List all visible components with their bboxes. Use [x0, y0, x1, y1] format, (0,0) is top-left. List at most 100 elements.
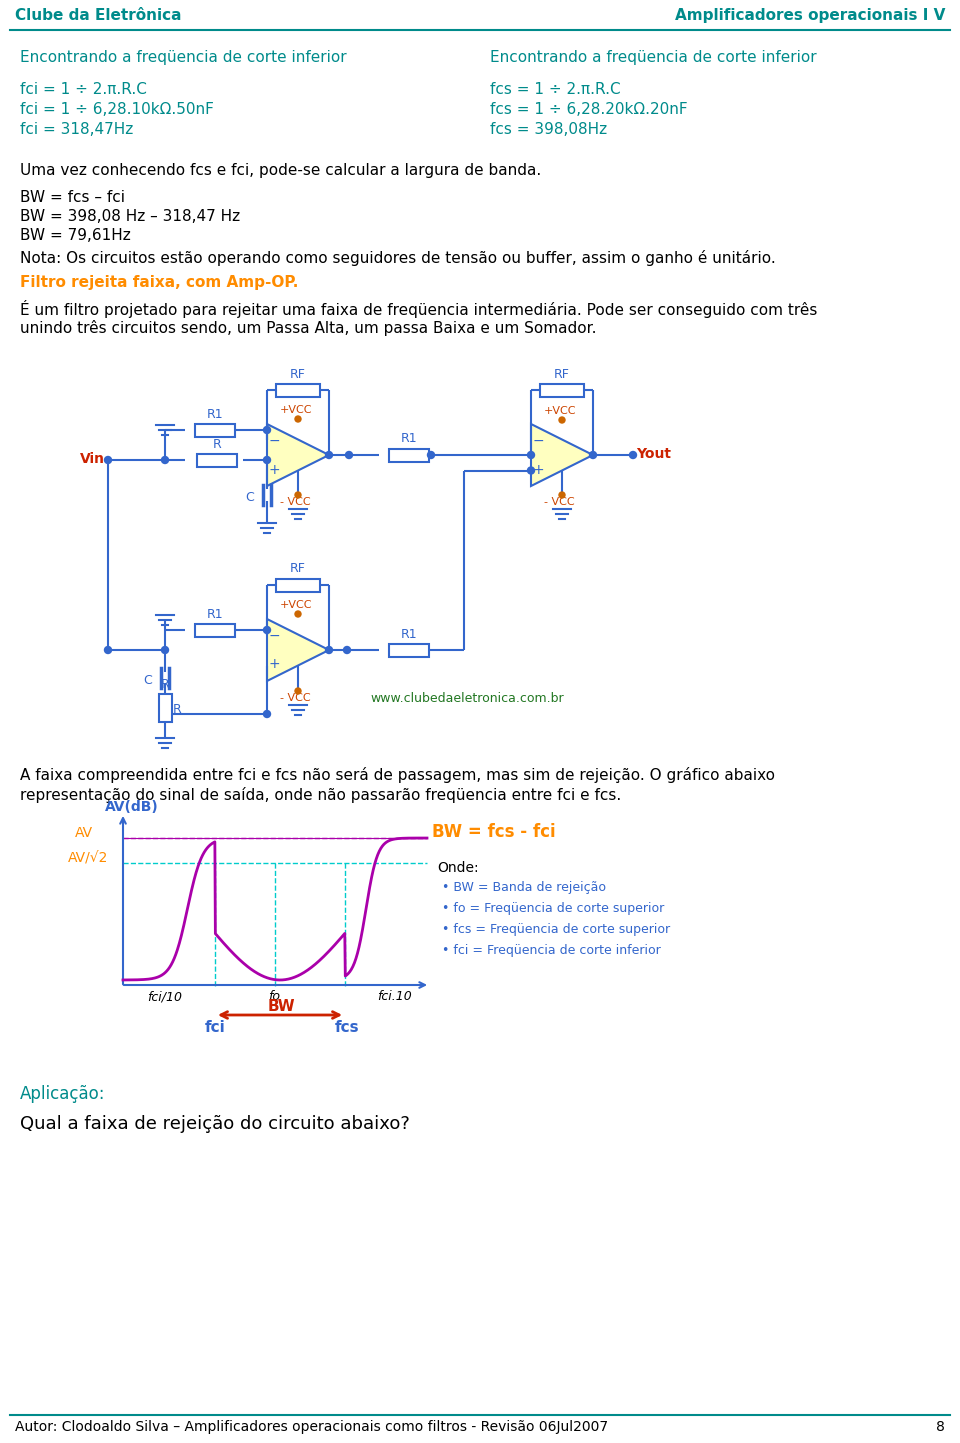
Circle shape	[559, 492, 565, 498]
Text: • fo = Freqüencia de corte superior: • fo = Freqüencia de corte superior	[442, 902, 664, 915]
Text: −: −	[268, 433, 279, 447]
Text: fci/10: fci/10	[147, 990, 182, 1003]
Text: Uma vez conhecendo fcs e fci, pode-se calcular a largura de banda.: Uma vez conhecendo fcs e fci, pode-se ca…	[20, 163, 541, 177]
Circle shape	[295, 416, 301, 421]
Circle shape	[589, 452, 596, 459]
Circle shape	[263, 427, 271, 433]
Text: fcs: fcs	[335, 1020, 360, 1035]
Circle shape	[527, 468, 535, 473]
Text: Filtro rejeita faixa, com Amp-OP.: Filtro rejeita faixa, com Amp-OP.	[20, 276, 299, 290]
Text: Clube da Eletrônica: Clube da Eletrônica	[15, 9, 181, 23]
Circle shape	[344, 646, 350, 654]
Text: R1: R1	[206, 407, 224, 420]
Circle shape	[105, 456, 111, 463]
Text: Aplicação:: Aplicação:	[20, 1085, 106, 1102]
Bar	[197, 453, 237, 466]
Circle shape	[263, 456, 271, 463]
Text: • BW = Banda de rejeição: • BW = Banda de rejeição	[442, 882, 606, 895]
Polygon shape	[531, 424, 593, 486]
Bar	[389, 644, 429, 657]
Circle shape	[263, 626, 271, 633]
Text: AV: AV	[75, 825, 93, 840]
Text: Qual a faixa de rejeição do circuito abaixo?: Qual a faixa de rejeição do circuito aba…	[20, 1115, 410, 1133]
Bar	[195, 423, 235, 436]
Text: fci = 1 ÷ 2.π.R.C: fci = 1 ÷ 2.π.R.C	[20, 82, 147, 97]
Text: Nota: Os circuitos estão operando como seguidores de tensão ou buffer, assim o g: Nota: Os circuitos estão operando como s…	[20, 250, 776, 266]
Text: fci = 1 ÷ 6,28.10kΩ.50nF: fci = 1 ÷ 6,28.10kΩ.50nF	[20, 102, 214, 117]
Text: Amplificadores operacionais I V: Amplificadores operacionais I V	[675, 9, 945, 23]
Text: +VCC: +VCC	[280, 600, 313, 610]
Circle shape	[263, 710, 271, 717]
Text: R1: R1	[400, 628, 418, 641]
Text: unindo três circuitos sendo, um Passa Alta, um passa Baixa e um Somador.: unindo três circuitos sendo, um Passa Al…	[20, 320, 596, 336]
Text: • fci = Freqüencia de corte inferior: • fci = Freqüencia de corte inferior	[442, 944, 660, 957]
Bar	[195, 623, 235, 636]
Circle shape	[346, 452, 352, 459]
Circle shape	[325, 646, 332, 654]
Text: fcs = 1 ÷ 6,28.20kΩ.20nF: fcs = 1 ÷ 6,28.20kΩ.20nF	[490, 102, 687, 117]
Circle shape	[427, 452, 435, 459]
Circle shape	[630, 452, 636, 459]
Text: BW = fcs - fci: BW = fcs - fci	[432, 823, 556, 841]
Text: BW = fcs – fci: BW = fcs – fci	[20, 190, 125, 205]
Text: - VCC: - VCC	[280, 693, 311, 703]
Text: AV(dB): AV(dB)	[105, 799, 158, 814]
Bar	[276, 579, 320, 592]
Text: fcs = 398,08Hz: fcs = 398,08Hz	[490, 123, 607, 137]
Text: É um filtro projetado para rejeitar uma faixa de freqüencia intermediária. Pode : É um filtro projetado para rejeitar uma …	[20, 300, 817, 317]
Text: Encontrando a freqüencia de corte inferior: Encontrando a freqüencia de corte inferi…	[490, 51, 817, 65]
Text: BW = 398,08 Hz – 318,47 Hz: BW = 398,08 Hz – 318,47 Hz	[20, 209, 240, 224]
Circle shape	[325, 452, 332, 459]
Circle shape	[559, 417, 565, 423]
Text: RF: RF	[290, 368, 306, 381]
Circle shape	[295, 688, 301, 694]
Text: C: C	[245, 491, 253, 504]
Text: A faixa compreendida entre fci e fcs não será de passagem, mas sim de rejeição. : A faixa compreendida entre fci e fcs não…	[20, 768, 775, 784]
Circle shape	[295, 492, 301, 498]
Circle shape	[295, 610, 301, 618]
Text: +: +	[268, 658, 279, 671]
Bar	[158, 694, 172, 722]
Text: BW: BW	[268, 999, 296, 1014]
Text: AV/√2: AV/√2	[68, 851, 108, 864]
Circle shape	[161, 646, 169, 654]
Text: +: +	[532, 463, 543, 476]
Text: 8: 8	[936, 1420, 945, 1434]
Text: R1: R1	[400, 433, 418, 446]
Text: R: R	[212, 437, 222, 450]
Text: Yout: Yout	[636, 447, 671, 460]
Text: C: C	[143, 674, 152, 687]
Text: −: −	[532, 433, 543, 447]
Polygon shape	[267, 424, 329, 486]
Text: +VCC: +VCC	[280, 405, 313, 416]
Text: R: R	[160, 678, 169, 691]
Text: −: −	[268, 629, 279, 642]
Text: fci = 318,47Hz: fci = 318,47Hz	[20, 123, 133, 137]
Bar	[540, 384, 584, 397]
Text: BW = 79,61Hz: BW = 79,61Hz	[20, 228, 131, 242]
Text: fci.10: fci.10	[377, 990, 412, 1003]
Text: - VCC: - VCC	[544, 496, 575, 506]
Bar	[389, 449, 429, 462]
Bar	[276, 384, 320, 397]
Text: Vin: Vin	[80, 452, 105, 466]
Text: representação do sinal de saída, onde não passarão freqüencia entre fci e fcs.: representação do sinal de saída, onde nã…	[20, 786, 621, 802]
Text: - VCC: - VCC	[280, 496, 311, 506]
Text: Autor: Clodoaldo Silva – Amplificadores operacionais como filtros - Revisão 06Ju: Autor: Clodoaldo Silva – Amplificadores …	[15, 1420, 608, 1434]
Text: RF: RF	[290, 563, 306, 576]
Text: fo: fo	[268, 990, 280, 1003]
Text: fci: fci	[205, 1020, 226, 1035]
Text: R1: R1	[206, 608, 224, 620]
Text: +: +	[268, 463, 279, 476]
Circle shape	[161, 456, 169, 463]
Text: RF: RF	[554, 368, 570, 381]
Text: • fcs = Freqüencia de corte superior: • fcs = Freqüencia de corte superior	[442, 924, 670, 937]
Text: www.clubedaeletronica.com.br: www.clubedaeletronica.com.br	[370, 693, 564, 706]
Circle shape	[527, 452, 535, 459]
Circle shape	[105, 646, 111, 654]
Text: +VCC: +VCC	[544, 405, 577, 416]
Text: Onde:: Onde:	[437, 861, 479, 874]
Polygon shape	[267, 619, 329, 681]
Text: R: R	[173, 703, 181, 716]
Text: Encontrando a freqüencia de corte inferior: Encontrando a freqüencia de corte inferi…	[20, 51, 347, 65]
